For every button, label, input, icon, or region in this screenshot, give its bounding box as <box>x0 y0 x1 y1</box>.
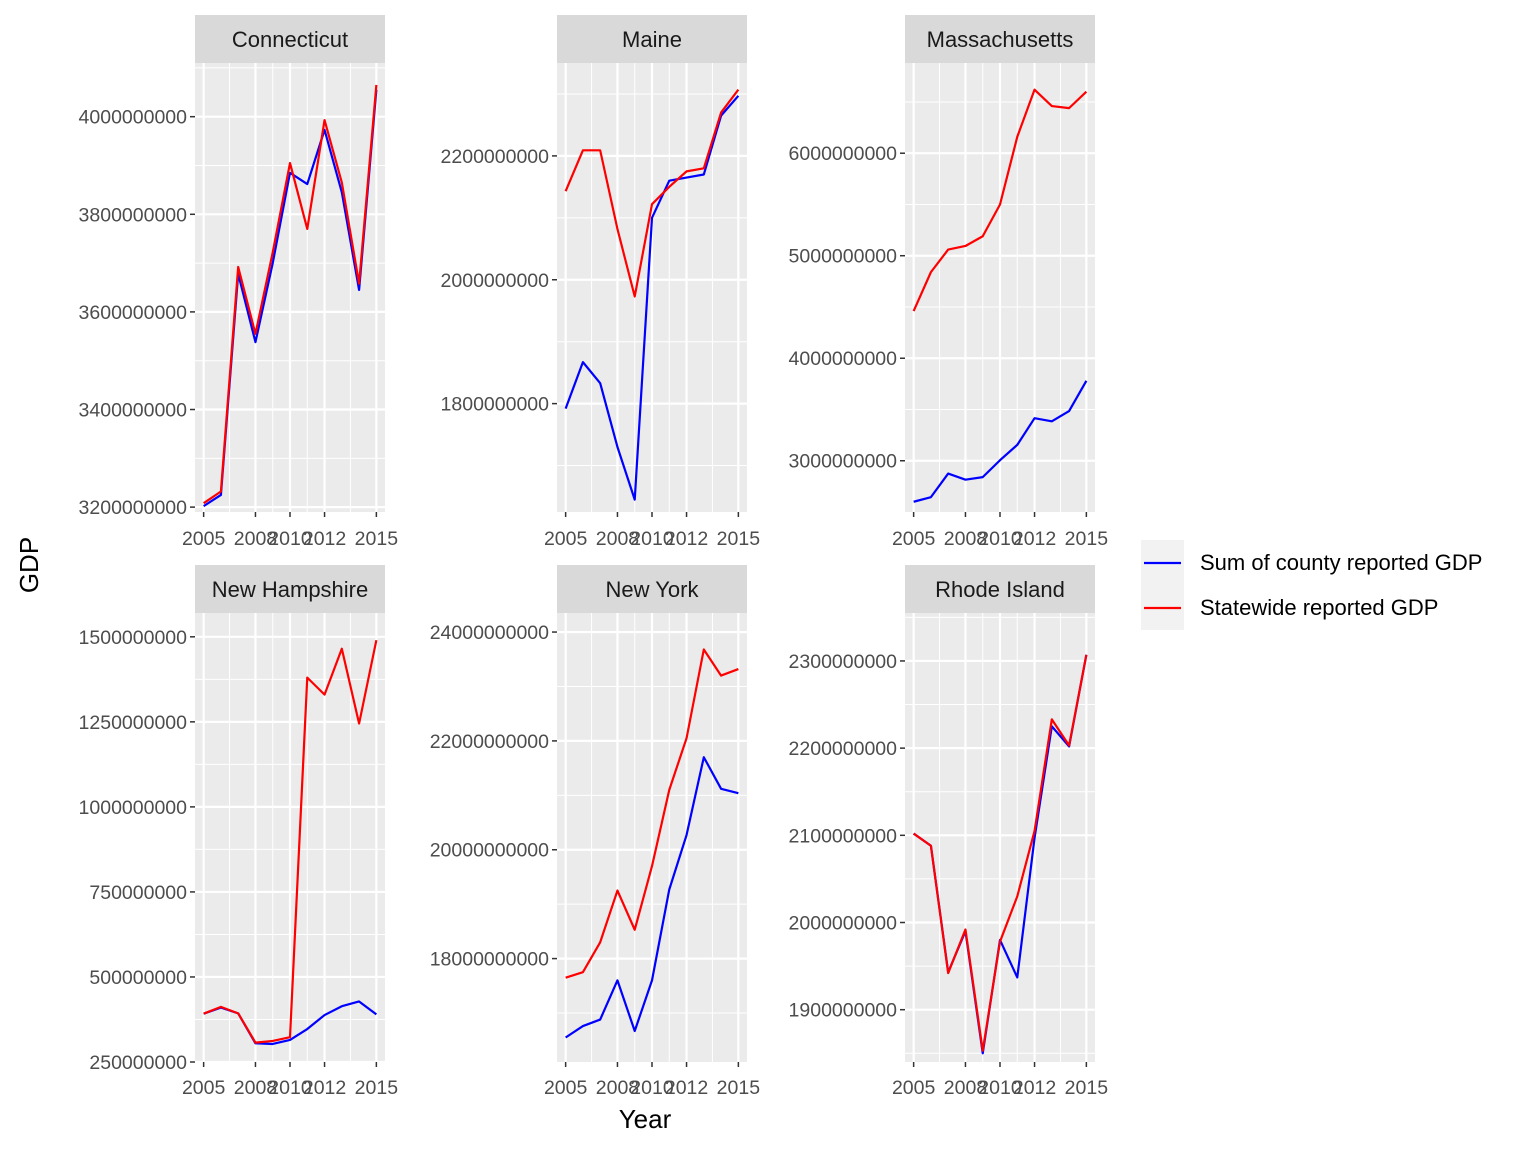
y-tick-label: 1000000000 <box>79 797 188 819</box>
panel-maine: Maine 1800000000 2000000000 2200000000 2005 2… <box>441 15 761 550</box>
x-tick-label: 2008 <box>596 1077 639 1099</box>
x-tick-label: 2008 <box>944 1077 987 1099</box>
facet-strip-label: New Hampshire <box>212 577 369 602</box>
legend-key-background <box>1141 540 1184 630</box>
y-tick-label: 3000000000 <box>789 451 898 473</box>
series-line <box>565 756 739 1039</box>
y-tick-label: 2100000000 <box>789 825 898 847</box>
x-tick-label: 2012 <box>665 528 708 550</box>
y-tick-label: 2200000000 <box>441 146 550 168</box>
y-tick-label: 2300000000 <box>789 651 898 673</box>
series-line <box>203 84 378 505</box>
x-tick-label: 2005 <box>892 1077 936 1099</box>
x-tick-label: 2005 <box>544 1077 588 1099</box>
x-tick-label: 2015 <box>355 528 399 550</box>
x-tick-label: 2005 <box>182 1077 226 1099</box>
y-tick-label: 2000000000 <box>441 270 550 292</box>
x-tick-label: 2010 <box>978 1077 1022 1099</box>
legend: Sum of county reported GDP Statewide repo… <box>1141 540 1482 630</box>
y-tick-label: 2200000000 <box>789 738 898 760</box>
panel-new-york: New York 18000000000 20000000000 2200000000… <box>430 565 761 1099</box>
y-tick-label: 18000000000 <box>430 949 549 971</box>
y-tick-label: 3800000000 <box>79 204 188 226</box>
x-tick-label: 2012 <box>303 1077 346 1099</box>
facet-strip-label: Maine <box>622 27 682 52</box>
x-tick-label: 2012 <box>1013 528 1056 550</box>
series-line <box>565 648 739 979</box>
panel-massachusetts: Massachusetts 3000000000 4000000000 5000000… <box>789 15 1109 550</box>
y-tick-label: 5000000000 <box>789 246 898 268</box>
facet-strip <box>557 565 747 613</box>
series-line <box>913 380 1088 503</box>
x-tick-label: 2008 <box>234 1077 277 1099</box>
y-tick-label: 250000000 <box>89 1052 187 1074</box>
y-tick-label: 500000000 <box>89 967 187 989</box>
x-tick-label: 2005 <box>182 528 226 550</box>
x-tick-label: 2005 <box>544 528 588 550</box>
y-tick-label: 4000000000 <box>789 348 898 370</box>
x-axis-title: Year <box>619 1104 672 1134</box>
x-tick-label: 2012 <box>303 528 346 550</box>
facet-strip-label: Connecticut <box>232 27 348 52</box>
y-tick-label: 22000000000 <box>430 731 549 753</box>
y-tick-label: 1800000000 <box>441 394 550 416</box>
x-tick-label: 2010 <box>978 528 1022 550</box>
x-tick-label: 2012 <box>1013 1077 1056 1099</box>
x-tick-label: 2010 <box>268 528 312 550</box>
y-tick-label: 3200000000 <box>79 497 188 519</box>
series-line <box>564 88 740 298</box>
x-tick-label: 2015 <box>1065 528 1109 550</box>
facet-strip-label: New York <box>606 577 700 602</box>
panel-connecticut: Connecticut 3200000000 3400000000 360000000… <box>79 15 399 550</box>
x-tick-label: 2010 <box>630 1077 674 1099</box>
facet-strip <box>905 15 1095 63</box>
facet-strip <box>195 565 385 613</box>
y-tick-label: 750000000 <box>89 882 187 904</box>
y-tick-label: 6000000000 <box>789 143 898 165</box>
x-tick-label: 2015 <box>717 1077 761 1099</box>
y-tick-label: 24000000000 <box>430 622 549 644</box>
y-tick-label: 3600000000 <box>79 302 188 324</box>
facet-strip-label: Rhode Island <box>935 577 1065 602</box>
x-tick-label: 2012 <box>665 1077 708 1099</box>
y-tick-label: 1500000000 <box>79 627 188 649</box>
y-tick-label: 20000000000 <box>430 840 549 862</box>
x-tick-label: 2008 <box>944 528 987 550</box>
y-tick-label: 4000000000 <box>79 107 188 129</box>
panels: Connecticut 3200000000 3400000000 360000000… <box>79 15 1109 1099</box>
facet-strip <box>195 15 385 63</box>
legend-label: Sum of county reported GDP <box>1200 550 1482 575</box>
legend-label: Statewide reported GDP <box>1200 595 1438 620</box>
x-tick-label: 2015 <box>717 528 761 550</box>
y-tick-label: 1250000000 <box>79 712 188 734</box>
y-axis-title: GDP <box>14 537 44 593</box>
facet-strip <box>557 15 747 63</box>
y-tick-label: 3400000000 <box>79 400 188 422</box>
series-line <box>564 95 740 501</box>
facet-strip-label: Massachusetts <box>927 27 1074 52</box>
facet-strip <box>905 565 1095 613</box>
x-tick-label: 2008 <box>234 528 277 550</box>
x-tick-label: 2015 <box>355 1077 399 1099</box>
series-line <box>203 639 378 1044</box>
x-tick-label: 2010 <box>268 1077 312 1099</box>
series-line <box>913 654 1088 1052</box>
series-line <box>912 88 1088 312</box>
panel-new-hampshire: New Hampshire 250000000 500000000 750000000… <box>79 565 399 1099</box>
panel-rhode-island: Rhode Island 1900000000 2000000000 21000000… <box>789 565 1109 1099</box>
y-tick-label: 1900000000 <box>789 1000 898 1022</box>
x-tick-label: 2005 <box>892 528 936 550</box>
x-tick-label: 2010 <box>630 528 674 550</box>
x-tick-label: 2008 <box>596 528 639 550</box>
x-tick-label: 2015 <box>1065 1077 1109 1099</box>
y-tick-label: 2000000000 <box>789 913 898 935</box>
